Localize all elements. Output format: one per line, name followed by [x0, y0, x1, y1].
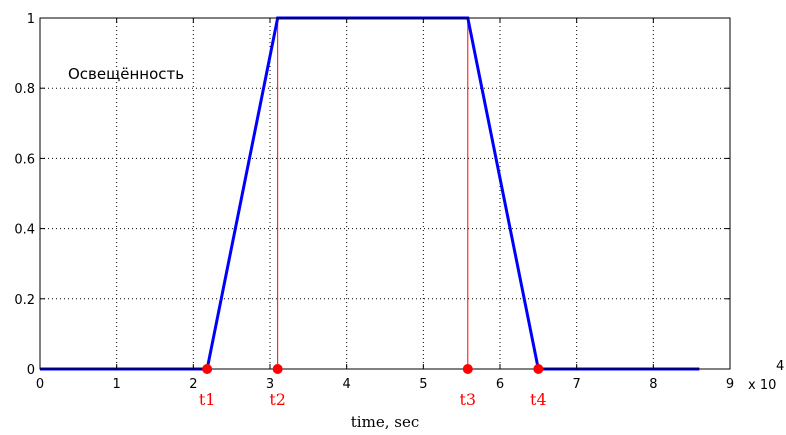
marker-label: t3 — [459, 390, 476, 409]
y-tick-label: 0.6 — [14, 152, 35, 167]
grid — [40, 18, 730, 369]
marker-labels: t1 t2 t3 t4 — [199, 390, 547, 409]
y-tick-label: 0 — [27, 363, 35, 378]
y-tick-label: 0.8 — [14, 82, 35, 97]
x-tick-label: 3 — [266, 377, 274, 392]
x-tick-label: 5 — [419, 377, 427, 392]
x-tick-label: 4 — [343, 377, 351, 392]
marker-label: t4 — [530, 390, 547, 409]
x-tick-label: 8 — [649, 377, 657, 392]
marker-point — [272, 364, 283, 374]
x-tick-label: 6 — [496, 377, 504, 392]
x-tick-label: 7 — [573, 377, 581, 392]
x-multiplier: x 10 — [748, 378, 776, 393]
marker-point — [462, 364, 473, 374]
x-tick-labels: 0 1 2 3 4 5 6 7 8 9 — [36, 377, 734, 392]
y-tick-labels: 0 0.2 0.4 0.6 0.8 1 — [14, 12, 35, 378]
vertical-lines — [277, 18, 469, 369]
plot-annotation: Освещённость — [68, 65, 184, 83]
marker-point — [533, 364, 544, 374]
marker-label: t1 — [199, 390, 216, 409]
plot-frame — [39, 17, 731, 370]
ticks — [39, 17, 731, 370]
x-tick-label: 9 — [726, 377, 734, 392]
x-multiplier-exponent: 4 — [776, 359, 784, 374]
y-tick-label: 0.2 — [14, 293, 35, 308]
y-tick-label: 0.4 — [14, 223, 35, 238]
x-axis-title: time, sec — [351, 413, 419, 431]
x-tick-label: 2 — [189, 377, 197, 392]
markers-layer — [202, 364, 544, 374]
x-tick-label: 1 — [113, 377, 121, 392]
x-tick-label: 0 — [36, 377, 44, 392]
y-tick-label: 1 — [27, 12, 35, 27]
plot-background — [40, 18, 730, 369]
marker-point — [202, 364, 213, 374]
marker-label: t2 — [269, 390, 286, 409]
